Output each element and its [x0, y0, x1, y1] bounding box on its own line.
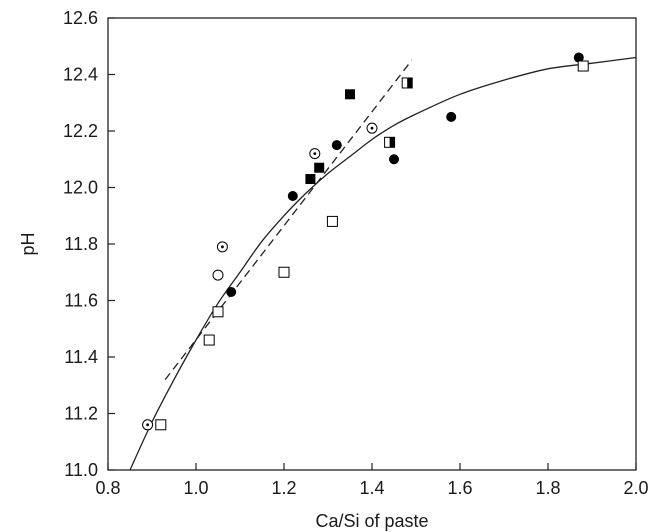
y-tick-label: 12.4 — [63, 65, 98, 85]
data-point-filled-square — [345, 89, 355, 100]
y-tick-label: 11.2 — [64, 404, 98, 424]
solid-fit-curve — [129, 56, 637, 471]
data-points — [142, 52, 589, 431]
x-tick-label: 1.8 — [535, 478, 560, 498]
x-tick-label: 1.6 — [447, 478, 472, 498]
data-point-filled-square — [305, 174, 316, 185]
y-tick-label: 11.0 — [64, 460, 98, 480]
y-tick-label: 12.0 — [63, 178, 98, 198]
data-point-open-square — [326, 215, 338, 227]
data-point-filled-circle — [389, 154, 399, 165]
x-tick-label: 1.2 — [271, 478, 296, 498]
x-axis-title: Ca/Si of paste — [315, 511, 428, 531]
data-point-open-square — [155, 419, 167, 431]
data-point-half-filled-square — [384, 136, 396, 148]
data-point-open-square — [577, 60, 589, 72]
data-point-open-square — [212, 306, 224, 318]
y-tick-label: 12.2 — [63, 121, 98, 141]
y-tick-label: 11.4 — [64, 347, 98, 367]
data-point-filled-circle — [226, 287, 237, 298]
x-tick-label: 0.8 — [95, 478, 120, 498]
data-point-filled-circle — [573, 52, 584, 63]
y-axis-title: pH — [18, 232, 38, 255]
x-tick-label: 1.4 — [359, 478, 384, 498]
plot-frame — [107, 17, 637, 471]
data-point-filled-circle — [287, 190, 298, 201]
data-point-open-square — [278, 266, 290, 278]
data-point-dotted-circle — [142, 419, 154, 431]
x-tick-label: 1.0 — [183, 478, 208, 498]
data-point-filled-square — [314, 162, 325, 173]
axis-ticks: 0.8 1.0 1.2 1.4 1.6 1.8 2.0 11.0 11.2 11.4 11.6 11.… — [63, 8, 649, 498]
data-point-open-square — [203, 334, 215, 346]
data-point-filled-circle — [331, 140, 342, 151]
data-point-dotted-circle — [366, 122, 378, 134]
data-point-open-circle — [212, 269, 224, 281]
fit-lines — [129, 56, 637, 471]
data-point-dotted-circle — [309, 148, 321, 160]
y-tick-label: 11.8 — [64, 234, 98, 254]
data-point-filled-circle — [446, 111, 457, 122]
x-tick-label: 2.0 — [623, 478, 648, 498]
dashed-fit-line — [164, 60, 413, 380]
data-point-dotted-circle — [216, 241, 228, 253]
y-tick-label: 11.6 — [64, 291, 98, 311]
y-tick-label: 12.6 — [63, 8, 98, 28]
data-point-half-filled-square — [401, 77, 413, 89]
